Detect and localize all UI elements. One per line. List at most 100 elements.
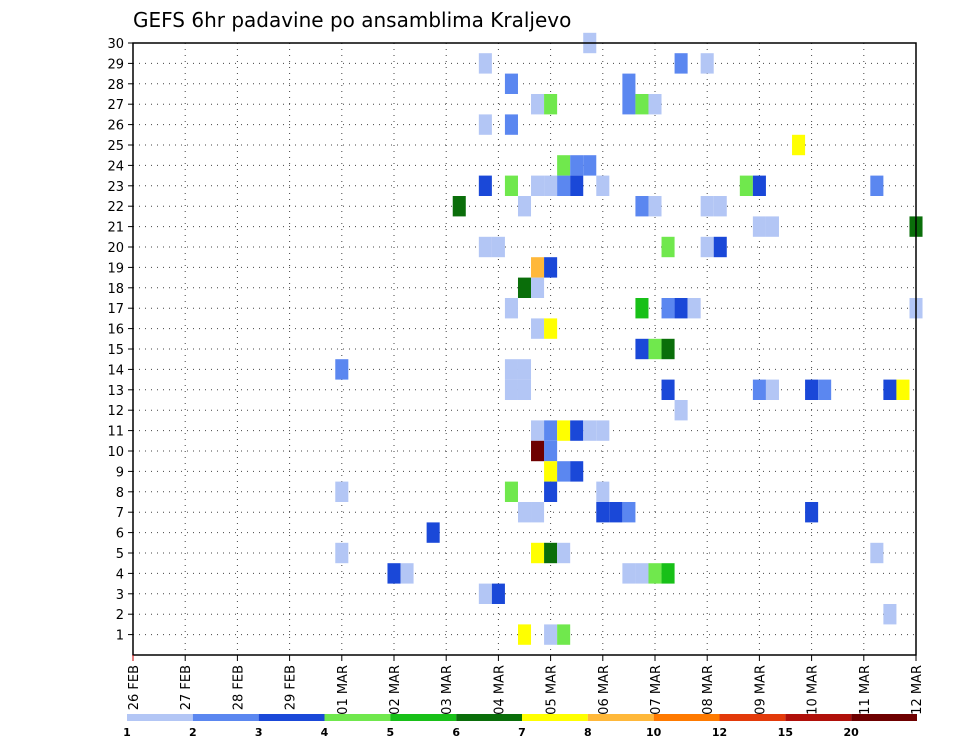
x-tick-label: 12 MAR [910, 665, 925, 715]
heatmap-cell [661, 298, 675, 319]
heatmap-cell [674, 400, 688, 421]
y-tick-label: 14 [107, 363, 124, 378]
heatmap-cell [570, 461, 584, 482]
colorbar-label: 7 [518, 726, 526, 739]
heatmap-cell [687, 298, 701, 319]
heatmap-cell [661, 563, 675, 584]
colorbar-label: 6 [452, 726, 460, 739]
heatmap-cell [335, 481, 349, 502]
y-tick-label: 30 [107, 37, 124, 52]
heatmap-cell [622, 94, 636, 115]
heatmap-cell [531, 318, 545, 339]
heatmap-cell [661, 338, 675, 360]
heatmap-cell [765, 379, 779, 400]
heatmap-cell [504, 114, 518, 135]
heatmap-cell [648, 338, 662, 360]
x-tick-label: 04 MAR [492, 665, 507, 715]
heatmap-cell [805, 379, 819, 400]
colorbar-segment [785, 714, 852, 721]
y-tick-label: 16 [107, 323, 124, 338]
heatmap-cell [583, 420, 597, 441]
heatmap-cell [491, 583, 505, 604]
y-axis: 1234567891011121314151617181920212223242… [107, 37, 133, 644]
y-tick-label: 27 [107, 98, 124, 113]
colorbar-segment [456, 714, 522, 721]
heatmap-cell [544, 542, 558, 564]
heatmap-cell [648, 196, 662, 217]
heatmap-cell [635, 338, 649, 360]
colorbar-label: 4 [321, 726, 329, 739]
heatmap-cell [609, 502, 623, 523]
y-tick-label: 17 [107, 302, 124, 317]
heatmap-cell [635, 196, 649, 217]
heatmap-cell [335, 359, 349, 380]
y-tick-label: 26 [107, 119, 124, 134]
heatmap-cell [478, 114, 492, 135]
x-tick-label: 26 FEB [127, 665, 142, 710]
heatmap-cell [517, 277, 532, 298]
heatmap-cell [531, 542, 545, 564]
heatmap-cell [596, 481, 610, 502]
heatmap-cell [557, 461, 571, 482]
colorbar-label: 8 [584, 726, 592, 739]
y-tick-label: 2 [116, 608, 124, 623]
heatmap-cell [570, 175, 584, 196]
colorbar-segment [390, 714, 457, 721]
heatmap-cell [674, 53, 688, 74]
x-tick-label: 28 FEB [231, 665, 246, 710]
heatmap-cell [544, 461, 558, 482]
heatmap-cell [544, 440, 558, 462]
heatmap-cell [504, 175, 518, 196]
y-tick-label: 28 [107, 78, 124, 93]
heatmap-cell [504, 379, 518, 400]
heatmap-cell [531, 440, 545, 462]
heatmap-cell [700, 53, 714, 74]
heatmap-cell [596, 175, 610, 196]
heatmap-cell [517, 502, 532, 523]
y-tick-label: 20 [107, 241, 124, 256]
heatmap-cell [504, 298, 518, 319]
heatmap-cell [739, 175, 753, 196]
y-tick-label: 18 [107, 282, 124, 297]
y-tick-label: 15 [107, 343, 124, 358]
heatmap-cell [517, 196, 532, 217]
heatmap-cell [883, 379, 897, 400]
heatmap-cell [674, 298, 688, 319]
colorbar-label: 10 [646, 726, 662, 739]
heatmap-cell [517, 624, 532, 645]
heatmap-cell [557, 542, 571, 564]
y-tick-label: 24 [107, 159, 124, 174]
heatmap-cell [426, 522, 440, 543]
colorbar-label: 20 [844, 726, 860, 739]
heatmap-cell [622, 563, 636, 584]
colorbar: 1 2 3 4 5 6 7 8 10 12 15 20 [123, 714, 917, 739]
heatmap-cell [583, 155, 597, 176]
cells-layer [335, 32, 923, 645]
x-tick-label: 03 MAR [440, 665, 455, 715]
heatmap-cell [531, 94, 545, 115]
x-axis: 26 FEB 27 FEB 28 FEB 29 FEB 01 MAR 02 MAR 03 M… [127, 655, 925, 715]
colorbar-segment [324, 714, 391, 721]
y-tick-label: 5 [116, 547, 124, 562]
heatmap-cell [596, 502, 610, 523]
heatmap-cell [387, 563, 401, 584]
x-tick-label: 01 MAR [336, 665, 351, 715]
heatmap-cell [531, 502, 545, 523]
heatmap-cell [504, 481, 518, 502]
heatmap-cell [896, 379, 910, 400]
heatmap-cell [544, 481, 558, 502]
heatmap-cell [805, 502, 819, 523]
y-tick-label: 22 [107, 200, 124, 215]
heatmap-cell [504, 359, 518, 380]
y-tick-label: 4 [116, 567, 124, 582]
y-tick-label: 1 [116, 629, 124, 644]
y-tick-label: 25 [107, 139, 124, 154]
heatmap-cell [544, 257, 558, 278]
heatmap-cell [557, 155, 571, 176]
x-tick-label: 29 FEB [284, 665, 299, 710]
heatmap-cell [635, 298, 649, 319]
heatmap-cell [544, 318, 558, 339]
y-tick-label: 12 [107, 404, 124, 419]
heatmap-cell [648, 94, 662, 115]
